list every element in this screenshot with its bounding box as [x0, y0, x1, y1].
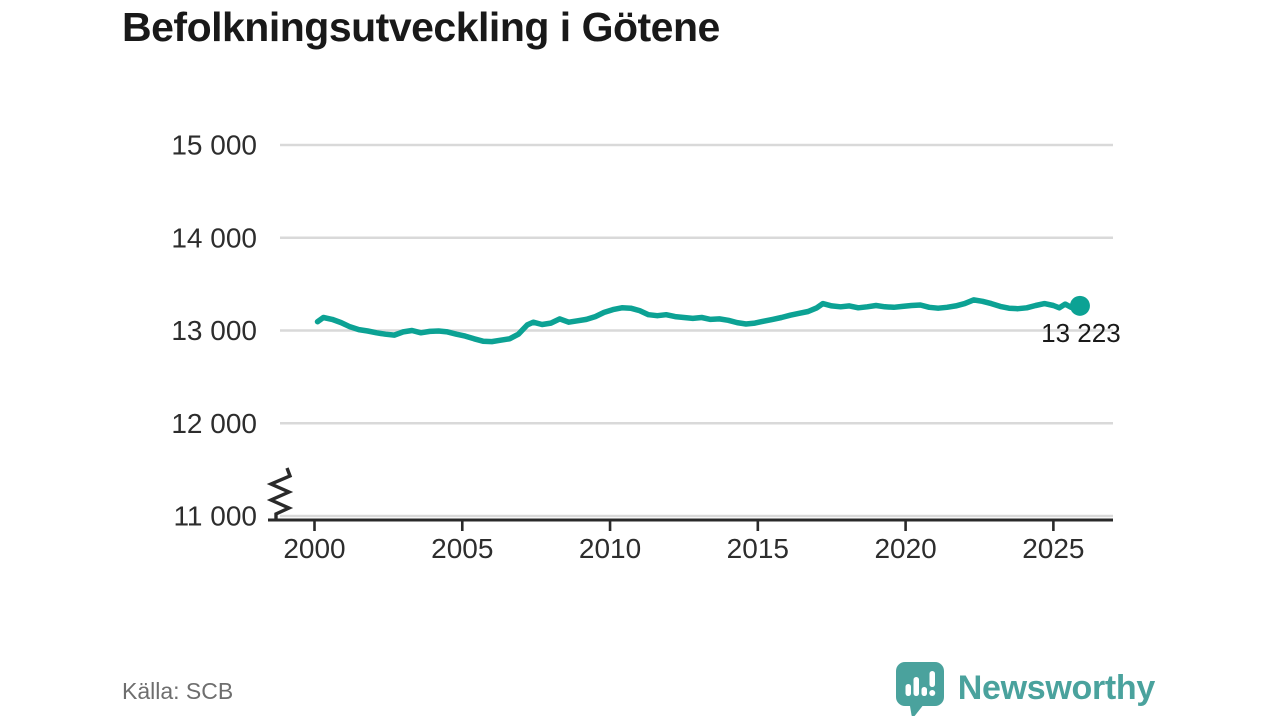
chart-title: Befolkningsutveckling i Götene	[122, 4, 720, 50]
x-axis-labels: 2000 2005 2010 2015 2020 2025	[283, 533, 1084, 564]
x-tick-label: 2015	[727, 533, 789, 564]
y-tick-label: 15 000	[171, 130, 257, 161]
y-tick-label: 14 000	[171, 222, 257, 253]
end-point-dot	[1069, 295, 1090, 316]
source-note: Källa: SCB	[122, 678, 234, 704]
newsworthy-wordmark: Newsworthy	[957, 668, 1156, 707]
axis-break-icon	[266, 467, 294, 519]
y-tick-label: 11 000	[173, 501, 257, 532]
end-value-label: 13 223	[1041, 318, 1121, 348]
y-axis-labels: 11 000 12 000 13 000 14 000 15 000	[171, 130, 257, 532]
end-value-text: 13 223	[1041, 318, 1121, 348]
x-tick-label: 2000	[283, 533, 345, 564]
speech-bubble-shape	[895, 662, 944, 716]
y-tick-label: 12 000	[171, 408, 257, 439]
newsworthy-brand: Newsworthy	[894, 660, 1155, 716]
population-line	[314, 297, 1086, 345]
x-tick-label: 2025	[1022, 533, 1084, 564]
x-tick-label: 2005	[431, 533, 493, 564]
x-axis	[268, 518, 1113, 531]
newsworthy-logo-icon	[895, 662, 944, 716]
y-tick-label: 13 000	[171, 315, 257, 346]
x-tick-label: 2010	[579, 533, 641, 564]
x-tick-label: 2020	[874, 533, 936, 564]
